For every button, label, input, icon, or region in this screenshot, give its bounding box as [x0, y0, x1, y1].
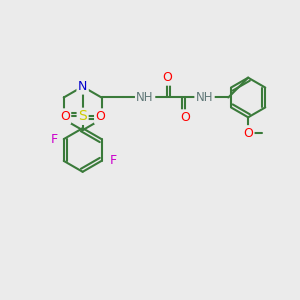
- Text: F: F: [110, 154, 117, 167]
- Text: O: O: [180, 111, 190, 124]
- Text: O: O: [95, 110, 105, 123]
- Text: O: O: [243, 127, 253, 140]
- Text: NH: NH: [136, 91, 154, 104]
- Text: F: F: [50, 133, 57, 146]
- Text: S: S: [78, 109, 87, 123]
- Text: O: O: [60, 110, 70, 123]
- Text: N: N: [78, 80, 87, 93]
- Text: NH: NH: [196, 91, 213, 104]
- Text: O: O: [162, 71, 172, 84]
- Text: O: O: [97, 113, 106, 126]
